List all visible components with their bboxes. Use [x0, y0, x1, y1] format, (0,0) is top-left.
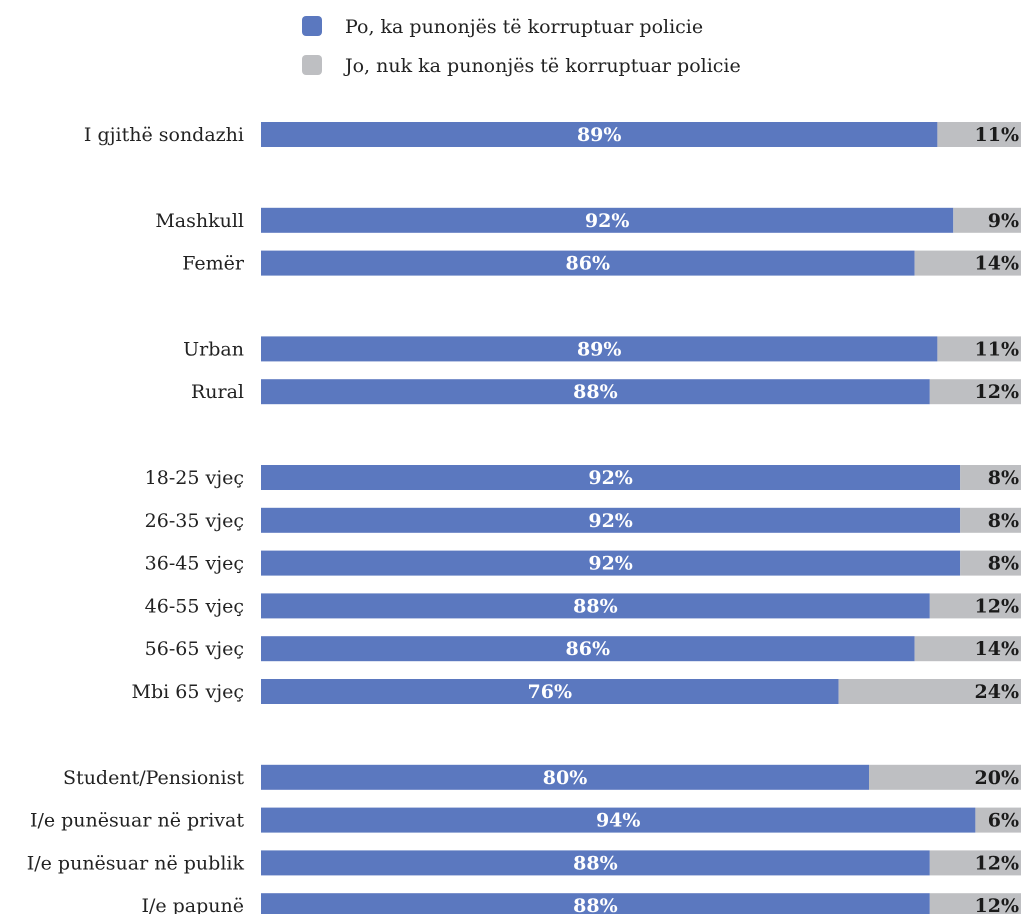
bar-segment-yes: [261, 679, 839, 704]
bar-row: Student/Pensionist 80% 20%: [63, 764, 1021, 790]
legend: Po, ka punonjës të korruptuar policie Jo,…: [302, 16, 741, 77]
category-label: 56-65 vjeç: [145, 638, 244, 660]
bar-segment-no: [960, 550, 1021, 576]
data-label-yes: 88%: [573, 381, 618, 403]
bar-row: Urban 89% 11%: [183, 336, 1021, 362]
legend-swatch-no: [302, 55, 322, 75]
legend-item-no: Jo, nuk ka punonjës të korruptuar polici…: [302, 55, 741, 77]
data-label-yes: 88%: [573, 895, 618, 914]
legend-label-yes: Po, ka punonjës të korruptuar policie: [345, 16, 703, 38]
data-label-no: 12%: [975, 895, 1020, 914]
legend-swatch-yes: [302, 16, 322, 36]
bar-segment-no: [960, 465, 1021, 490]
legend-label-no: Jo, nuk ka punonjës të korruptuar polici…: [343, 55, 741, 77]
category-label: 26-35 vjeç: [145, 510, 244, 532]
data-label-yes: 76%: [528, 681, 573, 703]
bar-segment-no: [838, 679, 1021, 704]
bar-segment-no: [914, 250, 1021, 276]
bar-segment-yes: [261, 507, 961, 533]
bar-segment-no: [929, 593, 1021, 619]
category-label: I/e punësuar në privat: [30, 810, 244, 832]
bar-segment-no: [929, 850, 1021, 876]
data-label-no: 20%: [975, 767, 1020, 789]
bar-segment-yes: [261, 250, 915, 276]
data-label-yes: 88%: [573, 595, 618, 617]
bar-segment-no: [914, 636, 1021, 662]
data-label-no: 12%: [975, 595, 1020, 617]
bar-row: I/e punësuar në privat 94% 6%: [30, 807, 1021, 833]
data-label-no: 11%: [975, 338, 1020, 360]
bar-row: Rural 88% 12%: [191, 379, 1021, 405]
bar-segment-no: [960, 507, 1021, 533]
bar-segment-yes: [261, 122, 938, 147]
bar-segment-yes: [261, 379, 930, 405]
bar-segment-no: [929, 379, 1021, 405]
bar-segment-yes: [261, 593, 930, 619]
bar-row: 46-55 vjeç 88% 12%: [145, 593, 1021, 619]
bar-segment-yes: [261, 636, 915, 662]
bar-row: 26-35 vjeç 92% 8%: [145, 507, 1021, 533]
bar-segment-yes: [261, 336, 938, 362]
bar-segment-no: [953, 207, 1021, 233]
bar-row: Mbi 65 vjeç 76% 24%: [132, 679, 1021, 704]
data-label-no: 12%: [975, 381, 1020, 403]
bar-row: Femër 86% 14%: [182, 250, 1021, 276]
data-label-yes: 92%: [588, 467, 633, 489]
data-label-no: 14%: [975, 638, 1020, 660]
category-label: Rural: [191, 381, 244, 403]
bar-row: Mashkull 92% 9%: [155, 207, 1021, 233]
data-label-yes: 88%: [573, 852, 618, 874]
data-label-yes: 92%: [585, 210, 630, 232]
data-label-yes: 80%: [543, 767, 588, 789]
bar-segment-no: [975, 807, 1021, 833]
data-label-no: 11%: [975, 124, 1020, 146]
data-label-yes: 89%: [577, 338, 622, 360]
data-label-no: 14%: [975, 253, 1020, 275]
category-label: Mashkull: [155, 210, 244, 232]
data-label-no: 8%: [988, 467, 1019, 489]
bar-segment-no: [937, 122, 1021, 147]
data-label-yes: 86%: [566, 638, 611, 660]
category-label: Femër: [182, 253, 245, 275]
bar-row: 56-65 vjeç 86% 14%: [145, 636, 1021, 662]
bar-row: I/e papunë 88% 12%: [141, 893, 1021, 918]
bar-row: I gjithë sondazhi 89% 11%: [84, 122, 1021, 147]
category-label: Student/Pensionist: [63, 767, 244, 789]
category-label: I/e papunë: [141, 895, 244, 914]
bar-segment-no: [869, 764, 1021, 790]
data-label-yes: 94%: [596, 810, 641, 832]
category-label: 36-45 vjeç: [145, 553, 244, 575]
data-label-no: 12%: [975, 852, 1020, 874]
bar-segment-yes: [261, 465, 961, 490]
data-label-no: 9%: [988, 210, 1019, 232]
data-label-yes: 86%: [566, 253, 611, 275]
bar-segment-no: [937, 336, 1021, 362]
bar-segment-yes: [261, 550, 961, 576]
category-label: Urban: [183, 338, 244, 360]
category-label: 46-55 vjeç: [145, 595, 244, 617]
bar-row: 18-25 vjeç 92% 8%: [145, 465, 1021, 490]
data-label-yes: 92%: [588, 510, 633, 532]
data-label-no: 24%: [975, 681, 1020, 703]
bar-row: I/e punësuar në publik 88% 12%: [27, 850, 1021, 876]
data-label-no: 8%: [988, 510, 1019, 532]
bar-segment-yes: [261, 207, 954, 233]
bar-segment-yes: [261, 807, 976, 833]
category-label: 18-25 vjeç: [145, 467, 244, 489]
legend-item-yes: Po, ka punonjës të korruptuar policie: [302, 16, 703, 38]
data-label-yes: 92%: [588, 553, 633, 575]
data-label-no: 6%: [988, 810, 1019, 832]
category-label: I gjithë sondazhi: [84, 124, 244, 146]
category-label: I/e punësuar në publik: [27, 852, 245, 874]
data-label-no: 8%: [988, 553, 1019, 575]
category-label: Mbi 65 vjeç: [132, 681, 244, 703]
bars: I gjithë sondazhi 89% 11% Mashkull 92% 9% Femë…: [27, 122, 1021, 918]
bar-segment-yes: [261, 764, 869, 790]
data-label-yes: 89%: [577, 124, 622, 146]
bar-segment-yes: [261, 850, 930, 876]
bar-row: 36-45 vjeç 92% 8%: [145, 550, 1021, 576]
